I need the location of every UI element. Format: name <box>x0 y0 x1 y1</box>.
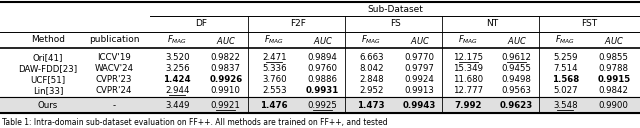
Text: Method: Method <box>31 35 65 45</box>
Text: $F_{MAG}$: $F_{MAG}$ <box>555 34 575 46</box>
Text: 2.952: 2.952 <box>359 86 383 95</box>
Text: Lin[33]: Lin[33] <box>33 86 63 95</box>
Text: $F_{MAG}$: $F_{MAG}$ <box>167 34 188 46</box>
Text: 7.514: 7.514 <box>553 64 577 73</box>
Text: 1.476: 1.476 <box>260 101 288 110</box>
Text: 0.9797: 0.9797 <box>405 64 435 73</box>
Text: 0.9822: 0.9822 <box>211 53 241 62</box>
Text: publication: publication <box>89 35 140 45</box>
Text: WACV'24: WACV'24 <box>95 64 134 73</box>
Text: $F_{MAG}$: $F_{MAG}$ <box>361 34 381 46</box>
Text: 0.9894: 0.9894 <box>308 53 338 62</box>
Text: 0.9886: 0.9886 <box>308 75 338 84</box>
Text: 0.9788: 0.9788 <box>599 64 628 73</box>
Text: 0.9921: 0.9921 <box>211 101 241 110</box>
Text: 0.9924: 0.9924 <box>405 75 435 84</box>
Text: -: - <box>113 101 116 110</box>
Text: 0.9770: 0.9770 <box>404 53 435 62</box>
Text: 0.9837: 0.9837 <box>211 64 241 73</box>
Text: 0.9931: 0.9931 <box>306 86 339 95</box>
Text: 3.760: 3.760 <box>262 75 287 84</box>
Text: ICCV'19: ICCV'19 <box>97 53 131 62</box>
Text: CVPR'24: CVPR'24 <box>96 86 132 95</box>
Text: 0.9900: 0.9900 <box>599 101 628 110</box>
Bar <box>0 97 640 113</box>
Text: 1.424: 1.424 <box>163 75 191 84</box>
Text: 15.349: 15.349 <box>453 64 483 73</box>
Text: 5.027: 5.027 <box>553 86 577 95</box>
Text: 12.777: 12.777 <box>453 86 483 95</box>
Text: 12.175: 12.175 <box>453 53 483 62</box>
Text: Ori[41]: Ori[41] <box>33 53 63 62</box>
Text: 0.9913: 0.9913 <box>405 86 435 95</box>
Text: 3.548: 3.548 <box>553 101 577 110</box>
Text: 6.663: 6.663 <box>359 53 383 62</box>
Text: 2.553: 2.553 <box>262 86 287 95</box>
Text: FS: FS <box>390 19 401 29</box>
Text: $AUC$: $AUC$ <box>604 35 624 45</box>
Text: UCF[51]: UCF[51] <box>31 75 65 84</box>
Text: 3.449: 3.449 <box>165 101 189 110</box>
Text: 0.9842: 0.9842 <box>599 86 628 95</box>
Text: F2F: F2F <box>291 19 307 29</box>
Text: 0.9760: 0.9760 <box>308 64 338 73</box>
Text: 2.848: 2.848 <box>359 75 383 84</box>
Text: $AUC$: $AUC$ <box>216 35 236 45</box>
Text: $AUC$: $AUC$ <box>313 35 333 45</box>
Text: 0.9915: 0.9915 <box>597 75 630 84</box>
Text: $F_{MAG}$: $F_{MAG}$ <box>458 34 478 46</box>
Text: 7.992: 7.992 <box>454 101 482 110</box>
Text: 2.471: 2.471 <box>262 53 287 62</box>
Text: 11.680: 11.680 <box>453 75 483 84</box>
Text: 0.9612: 0.9612 <box>502 53 532 62</box>
Text: 0.9926: 0.9926 <box>209 75 243 84</box>
Text: Sub-Dataset: Sub-Dataset <box>367 6 423 14</box>
Text: $F_{MAG}$: $F_{MAG}$ <box>264 34 284 46</box>
Text: 0.9498: 0.9498 <box>502 75 532 84</box>
Text: 3.520: 3.520 <box>165 53 189 62</box>
Text: 5.259: 5.259 <box>553 53 577 62</box>
Text: Ours: Ours <box>38 101 58 110</box>
Text: 0.9455: 0.9455 <box>502 64 532 73</box>
Text: 0.9623: 0.9623 <box>500 101 533 110</box>
Text: CVPR'23: CVPR'23 <box>96 75 132 84</box>
Text: FST: FST <box>581 19 598 29</box>
Text: 5.336: 5.336 <box>262 64 287 73</box>
Text: NT: NT <box>486 19 499 29</box>
Text: Table 1: Intra-domain sub-dataset evaluation on FF++. All methods are trained on: Table 1: Intra-domain sub-dataset evalua… <box>2 118 388 127</box>
Text: 0.9943: 0.9943 <box>403 101 436 110</box>
Text: 1.568: 1.568 <box>552 75 579 84</box>
Text: DF: DF <box>195 19 207 29</box>
Text: 0.9855: 0.9855 <box>599 53 628 62</box>
Text: DAW-FDD[23]: DAW-FDD[23] <box>19 64 77 73</box>
Text: 0.9563: 0.9563 <box>502 86 532 95</box>
Text: 2.944: 2.944 <box>165 86 189 95</box>
Text: $AUC$: $AUC$ <box>507 35 527 45</box>
Text: $AUC$: $AUC$ <box>410 35 430 45</box>
Text: 0.9925: 0.9925 <box>308 101 338 110</box>
Text: 3.256: 3.256 <box>165 64 189 73</box>
Text: 8.042: 8.042 <box>359 64 383 73</box>
Text: 0.9910: 0.9910 <box>211 86 241 95</box>
Text: 1.473: 1.473 <box>357 101 385 110</box>
